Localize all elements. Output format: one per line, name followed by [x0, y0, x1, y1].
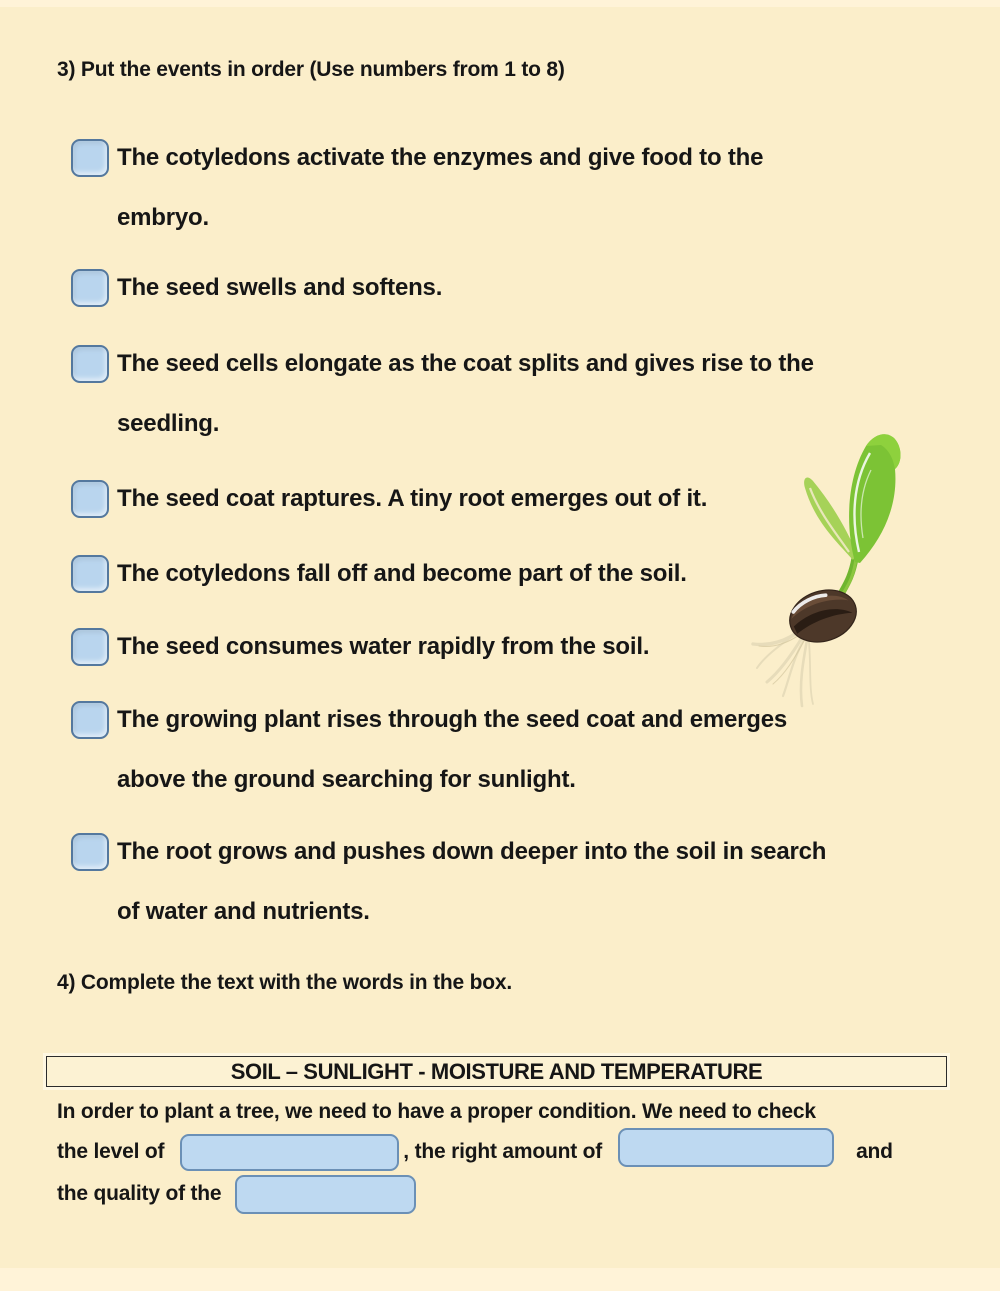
- fill-blank-input-3[interactable]: [235, 1174, 417, 1214]
- label-and: and: [856, 1140, 893, 1163]
- order-number-input-2[interactable]: [71, 269, 109, 307]
- order-item-3-line-2: seedling.: [117, 410, 220, 437]
- word-bank-box: SOIL – SUNLIGHT - MOISTURE AND TEMPERATU…: [46, 1056, 947, 1087]
- order-item-1-line-2: embryo.: [117, 204, 209, 231]
- fill-blank-input-1[interactable]: [180, 1133, 400, 1171]
- order-number-input-1[interactable]: [71, 139, 109, 177]
- order-item-7-text: The growing plant rises through the seed…: [117, 690, 787, 810]
- order-item-3-text: The seed cells elongate as the coat spli…: [117, 334, 814, 454]
- order-item-4-line-1: The seed coat raptures. A tiny root emer…: [117, 485, 708, 512]
- order-item-8-text: The root grows and pushes down deeper in…: [117, 822, 826, 942]
- order-number-input-6[interactable]: [71, 628, 109, 666]
- order-item-1-text: The cotyledons activate the enzymes and …: [117, 128, 763, 248]
- word-bank-text: SOIL – SUNLIGHT - MOISTURE AND TEMPERATU…: [230, 1058, 763, 1084]
- order-item-6-line-1: The seed consumes water rapidly from the…: [117, 633, 650, 660]
- paragraph-line-1: In order to plant a tree, we need to hav…: [57, 1100, 816, 1124]
- order-item-8: The root grows and pushes down deeper in…: [71, 833, 826, 942]
- order-item-8-line-1: The root grows and pushes down deeper in…: [117, 838, 827, 865]
- order-item-4-text: The seed coat raptures. A tiny root emer…: [117, 469, 707, 529]
- order-item-7: The growing plant rises through the seed…: [71, 701, 787, 810]
- order-item-3: The seed cells elongate as the coat spli…: [71, 345, 814, 454]
- order-item-6: The seed consumes water rapidly from the…: [71, 628, 649, 677]
- fill-blank-input-2[interactable]: [618, 1127, 835, 1167]
- question4-title: 4) Complete the text with the words in t…: [57, 971, 512, 994]
- order-item-7-line-1: The growing plant rises through the seed…: [117, 706, 788, 733]
- order-number-input-3[interactable]: [71, 345, 109, 383]
- order-item-8-line-2: of water and nutrients.: [117, 898, 370, 925]
- order-item-4: The seed coat raptures. A tiny root emer…: [71, 480, 707, 529]
- order-item-5: The cotyledons fall off and become part …: [71, 555, 687, 604]
- label-the-quality-of-the: the quality of the: [57, 1182, 222, 1205]
- paragraph-line-3: the quality of the: [57, 1171, 417, 1217]
- order-item-7-line-2: above the ground searching for sunlight.: [117, 766, 576, 793]
- order-item-5-line-1: The cotyledons fall off and become part …: [117, 560, 687, 587]
- order-item-2-text: The seed swells and softens.: [117, 258, 442, 318]
- order-number-input-8[interactable]: [71, 833, 109, 871]
- order-item-1-line-1: The cotyledons activate the enzymes and …: [117, 144, 764, 171]
- order-number-input-5[interactable]: [71, 555, 109, 593]
- question3-title: 3) Put the events in order (Use numbers …: [57, 58, 565, 81]
- order-item-5-text: The cotyledons fall off and become part …: [117, 544, 687, 604]
- order-item-2-line-1: The seed swells and softens.: [117, 274, 443, 301]
- order-item-2: The seed swells and softens.: [71, 269, 442, 318]
- order-item-3-line-1: The seed cells elongate as the coat spli…: [117, 350, 814, 377]
- seedling-sprout-image: [751, 434, 901, 708]
- paragraph-line-1-text: In order to plant a tree, we need to hav…: [57, 1100, 816, 1123]
- label-the-right-amount-of: , the right amount of: [403, 1140, 603, 1163]
- paragraph-line-2: the level of , the right amount of and: [57, 1127, 893, 1175]
- order-number-input-4[interactable]: [71, 480, 109, 518]
- label-the-level-of: the level of: [57, 1140, 165, 1163]
- order-item-1: The cotyledons activate the enzymes and …: [71, 139, 763, 248]
- order-number-input-7[interactable]: [71, 701, 109, 739]
- order-item-6-text: The seed consumes water rapidly from the…: [117, 617, 649, 677]
